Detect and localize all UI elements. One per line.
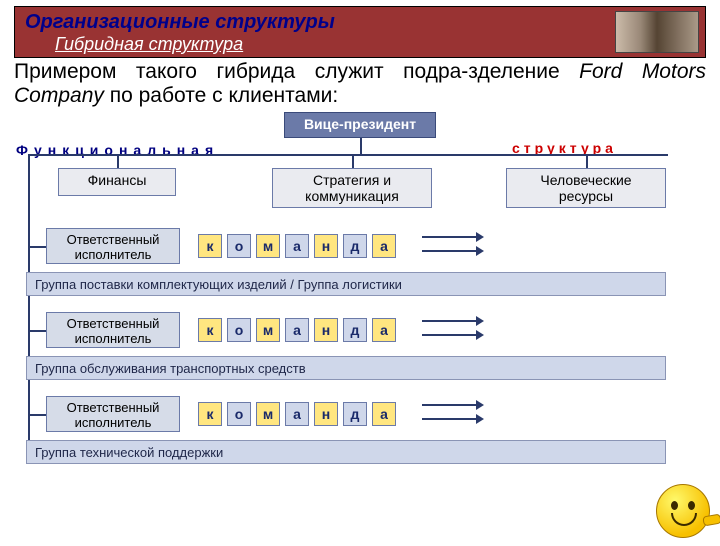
connector bbox=[28, 330, 46, 332]
connector bbox=[28, 154, 30, 454]
header-subtitle: Гибридная структура bbox=[55, 34, 697, 55]
arrow bbox=[422, 334, 478, 336]
connector bbox=[360, 138, 362, 154]
team-letter: а bbox=[285, 318, 309, 342]
connector bbox=[586, 154, 588, 168]
hr-box: Человеческие ресурсы bbox=[506, 168, 666, 208]
responsible-box: Ответственныйисполнитель bbox=[46, 228, 180, 264]
team-letter: м bbox=[256, 234, 280, 258]
team-letter: д bbox=[343, 318, 367, 342]
group-bar: Группа технической поддержки bbox=[26, 440, 666, 464]
connector bbox=[28, 246, 46, 248]
finance-box: Финансы bbox=[58, 168, 176, 196]
team-letter: а bbox=[285, 234, 309, 258]
vp-box: Вице-президент bbox=[284, 112, 436, 138]
group-bar: Группа обслуживания транспортных средств bbox=[26, 356, 666, 380]
team-letter: к bbox=[198, 402, 222, 426]
arrow bbox=[422, 418, 478, 420]
responsible-box: Ответственныйисполнитель bbox=[46, 312, 180, 348]
group-bar: Группа поставки комплектующих изделий / … bbox=[26, 272, 666, 296]
team-letter: н bbox=[314, 318, 338, 342]
connector bbox=[28, 154, 668, 156]
team-letter: а bbox=[372, 402, 396, 426]
connector bbox=[28, 414, 46, 416]
team-letter: д bbox=[343, 234, 367, 258]
arrow bbox=[422, 320, 478, 322]
header-title: Организационные структуры bbox=[25, 11, 697, 34]
team-letter: н bbox=[314, 234, 338, 258]
team-letter: н bbox=[314, 402, 338, 426]
intro-post: по работе с клиентами: bbox=[104, 84, 338, 107]
team-letter: к bbox=[198, 318, 222, 342]
header-bar: Организационные структуры Гибридная стру… bbox=[14, 6, 706, 58]
team-letter: к bbox=[198, 234, 222, 258]
team-letter: д bbox=[343, 402, 367, 426]
arrow bbox=[422, 236, 478, 238]
team-letter: о bbox=[227, 234, 251, 258]
people-image bbox=[615, 11, 699, 53]
intro-text: Примером такого гибрида служит подра-зде… bbox=[14, 60, 706, 108]
team-letter: а bbox=[372, 234, 396, 258]
team-letter: а bbox=[285, 402, 309, 426]
strategy-box: Стратегия и коммуникация bbox=[272, 168, 432, 208]
responsible-box: Ответственныйисполнитель bbox=[46, 396, 180, 432]
intro-pre: Примером такого гибрида служит подра-зде… bbox=[14, 60, 579, 83]
smiley-icon bbox=[656, 484, 710, 538]
team-letter: а bbox=[372, 318, 396, 342]
arrow bbox=[422, 250, 478, 252]
team-letter: о bbox=[227, 318, 251, 342]
arrow bbox=[422, 404, 478, 406]
team-letter: м bbox=[256, 318, 280, 342]
connector bbox=[352, 154, 354, 168]
team-letter: о bbox=[227, 402, 251, 426]
connector bbox=[117, 154, 119, 168]
team-letter: м bbox=[256, 402, 280, 426]
